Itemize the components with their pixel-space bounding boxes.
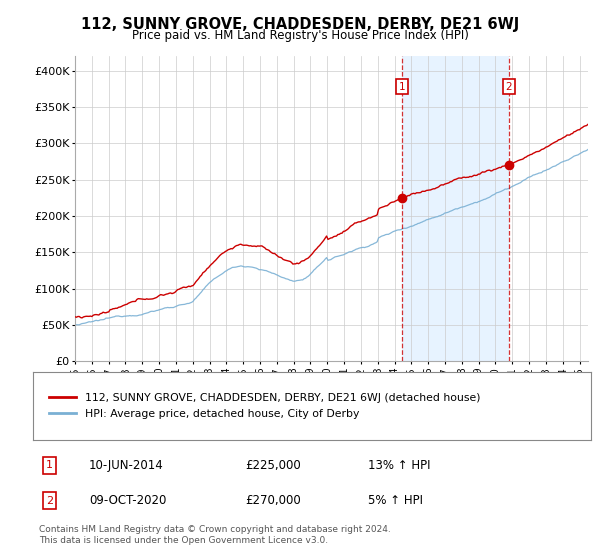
- Text: 2: 2: [505, 82, 512, 91]
- Text: £270,000: £270,000: [245, 494, 301, 507]
- Text: 1: 1: [399, 82, 406, 91]
- Legend: 112, SUNNY GROVE, CHADDESDEN, DERBY, DE21 6WJ (detached house), HPI: Average pri: 112, SUNNY GROVE, CHADDESDEN, DERBY, DE2…: [44, 388, 486, 424]
- Text: Contains HM Land Registry data © Crown copyright and database right 2024.
This d: Contains HM Land Registry data © Crown c…: [38, 525, 391, 544]
- Text: 10-JUN-2014: 10-JUN-2014: [89, 459, 164, 472]
- Text: 5% ↑ HPI: 5% ↑ HPI: [368, 494, 423, 507]
- Text: 112, SUNNY GROVE, CHADDESDEN, DERBY, DE21 6WJ: 112, SUNNY GROVE, CHADDESDEN, DERBY, DE2…: [81, 17, 519, 32]
- Text: £225,000: £225,000: [245, 459, 301, 472]
- Text: 2: 2: [46, 496, 53, 506]
- Text: 13% ↑ HPI: 13% ↑ HPI: [368, 459, 430, 472]
- Bar: [402, 56, 509, 361]
- Text: 1: 1: [46, 460, 53, 470]
- Text: Price paid vs. HM Land Registry's House Price Index (HPI): Price paid vs. HM Land Registry's House …: [131, 29, 469, 42]
- Text: 09-OCT-2020: 09-OCT-2020: [89, 494, 166, 507]
